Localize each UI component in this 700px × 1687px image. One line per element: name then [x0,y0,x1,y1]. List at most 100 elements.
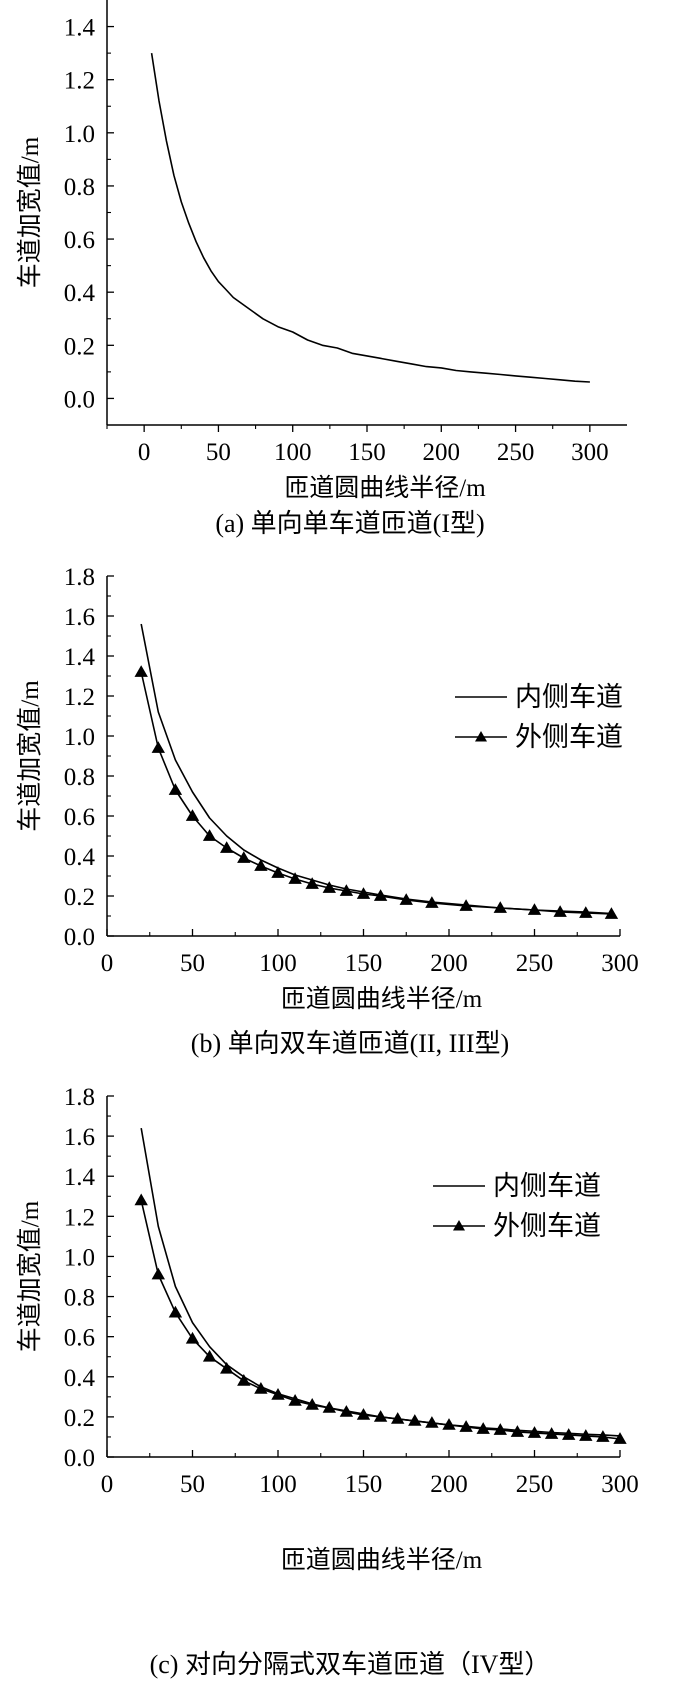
data-point-marker [271,866,285,878]
legend-label: 内侧车道 [493,1171,601,1201]
x-tick-label: 250 [516,1471,554,1498]
data-point-marker [613,1432,627,1444]
y-tick-label: 1.0 [64,724,95,751]
y-tick-label: 0.6 [64,227,95,254]
y-tick-label: 1.4 [64,15,96,42]
data-point-marker [305,1398,319,1410]
data-point-marker [322,1401,336,1413]
x-tick-label: 150 [345,950,383,977]
y-tick-label: 1.4 [64,1164,96,1191]
legend-item-2: 外侧车道 [433,1211,601,1241]
x-axis-title: 匝道圆曲线半径/m [281,1546,483,1574]
legend-item-2: 外侧车道 [455,722,623,752]
data-point-marker [442,1418,456,1430]
data-point-marker [493,1423,507,1435]
data-point-marker [493,901,507,913]
data-point-marker [220,1361,234,1374]
panel-caption: (b) 单向双车道匝道(II, III型) [191,1029,509,1058]
y-tick-label: 0.8 [64,174,95,201]
data-point-marker [476,1422,490,1434]
y-tick-label: 1.2 [64,684,95,711]
data-point-marker [604,907,619,919]
data-point-marker [185,809,200,821]
legend-item-1: 内侧车道 [455,682,623,712]
data-point-marker [339,1405,354,1417]
x-tick-label: 150 [348,439,386,466]
x-tick-label: 0 [101,950,114,977]
data-point-marker [425,896,439,908]
x-tick-label: 200 [423,439,461,466]
x-tick-label: 250 [516,950,554,977]
y-tick-label: 0.4 [64,844,96,871]
y-tick-label: 0.4 [64,280,96,307]
data-point-marker [322,881,336,893]
data-point-marker [339,884,354,896]
panel-caption: (c) 对向分隔式双车道匝道（IV型） [150,1650,551,1679]
x-tick-label: 0 [138,439,151,466]
data-point-marker [544,1427,559,1439]
data-point-marker [254,859,268,871]
data-point-marker [459,1420,473,1432]
y-tick-label: 1.6 [64,1124,95,1151]
legend-triangle-marker [453,1220,465,1231]
data-point-marker [220,841,234,853]
y-tick-label: 0.0 [64,924,95,951]
chart-panel-2: 0.0 0.2 0.4 0.6 0.8 1.0 1.2 1.4 1.6 1.8 0 50 100 150 2… [16,564,639,1058]
x-tick-label: 50 [180,950,205,977]
x-axis-title: 匝道圆曲线半径/m [281,985,483,1013]
x-tick-label: 100 [259,950,297,977]
x-tick-label: 250 [497,439,535,466]
data-point-marker [596,1430,610,1442]
y-tick-label: 1.8 [64,1084,95,1111]
data-point-marker [134,1193,148,1206]
data-point-marker [399,893,413,905]
x-tick-label: 200 [430,1471,468,1498]
data-point-marker [562,1428,576,1440]
x-axis-title: 匝道圆曲线半径/m [284,474,486,502]
y-tick-label: 0.6 [64,1325,95,1352]
y-tick-label: 1.4 [64,644,96,671]
data-point-marker [254,1382,268,1394]
data-point-marker [356,887,371,899]
data-point-marker [288,872,302,884]
legend-triangle-marker [475,731,487,742]
y-axis-title: 车道加宽值/m [16,136,44,288]
x-tick-label: 300 [601,950,639,977]
y-tick-label: 0.0 [64,386,95,413]
x-tick-label: 150 [345,1471,383,1498]
data-point-marker [425,1416,439,1428]
y-axis-title: 车道加宽值/m [16,680,44,832]
x-tick-label: 100 [259,1471,297,1498]
data-point-marker [151,741,165,753]
data-point-marker [527,1426,542,1438]
data-point-marker [168,1305,183,1318]
data-point-marker [356,1408,371,1420]
panel-caption: (a) 单向单车道匝道(I型) [215,509,484,538]
y-tick-label: 0.2 [64,333,95,360]
x-tick-label: 100 [274,439,312,466]
data-point-marker [373,1410,388,1422]
legend-item-1: 内侧车道 [433,1171,601,1201]
y-tick-label: 1.8 [64,564,95,591]
x-tick-label: 0 [101,1471,114,1498]
y-tick-label: 0.6 [64,804,95,831]
data-point-marker [134,665,148,677]
series-line-1 [140,623,612,915]
chart-panel-3: 0.0 0.2 0.4 0.6 0.8 1.0 1.2 1.4 1.6 1.8 0 50 100 150 2… [16,1084,639,1679]
y-tick-label: 0.8 [64,1285,95,1312]
legend-label: 外侧车道 [515,722,623,752]
y-tick-label: 1.2 [64,1204,95,1231]
data-point-marker [459,899,473,911]
y-tick-label: 0.8 [64,764,95,791]
x-tick-label: 300 [601,1471,639,1498]
y-tick-label: 1.2 [64,68,95,95]
data-point-marker [579,1429,593,1441]
chart-panel-1: 0.0 0.2 0.4 0.6 0.8 1.0 1.2 1.4 0 50 100 150 200 250 3… [16,0,627,538]
data-point-marker [408,1414,422,1426]
data-point-marker [579,906,593,918]
y-tick-label: 0.4 [64,1365,96,1392]
data-point-marker [553,905,567,917]
data-point-marker [202,1349,217,1362]
y-tick-label: 0.2 [64,1405,95,1432]
